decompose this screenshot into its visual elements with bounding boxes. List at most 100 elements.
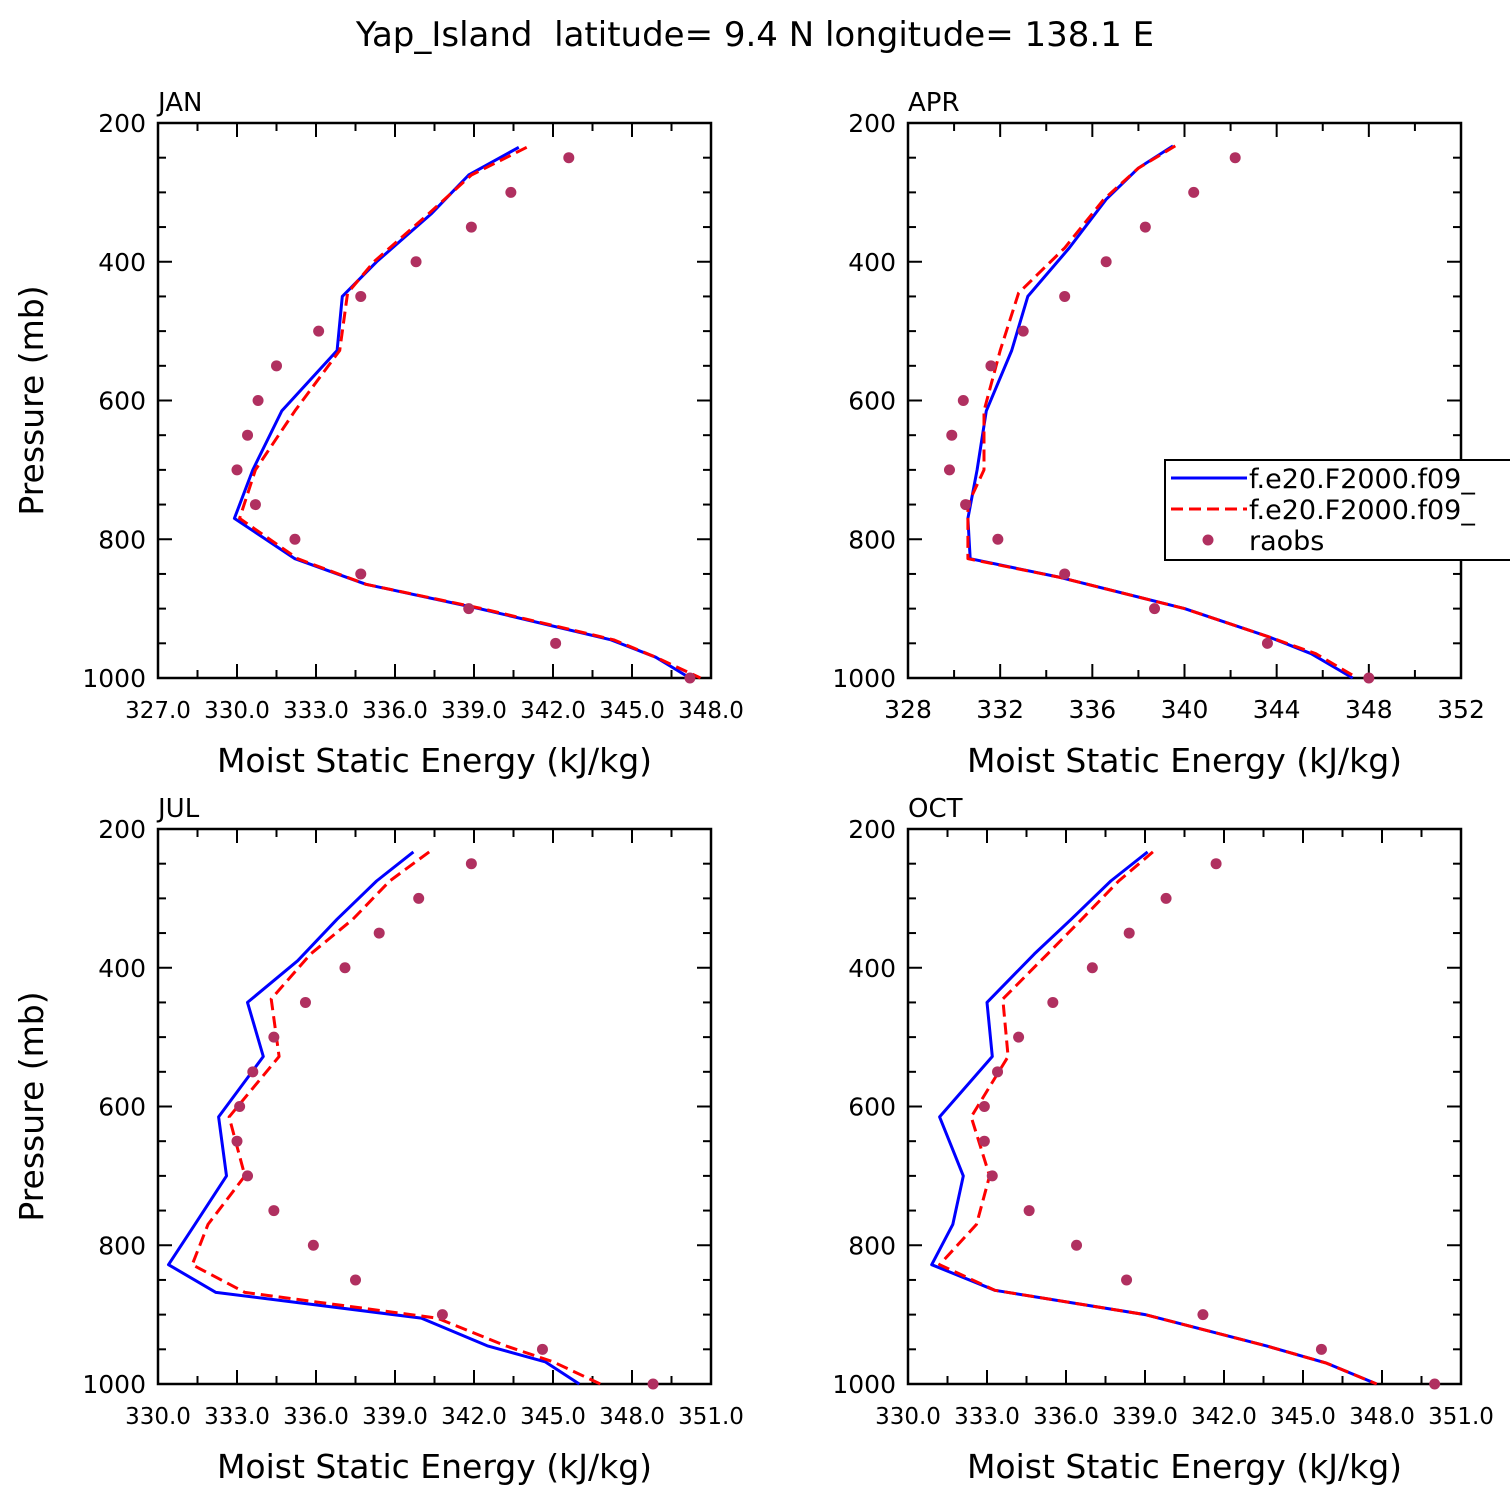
y-tick-label: 400	[848, 248, 896, 277]
raobs-point	[992, 1066, 1004, 1078]
x-tick-label: 330.0	[125, 1404, 191, 1430]
raobs-point	[1121, 1274, 1133, 1286]
y-tick-label: 200	[98, 815, 146, 844]
series-line-dashed	[966, 144, 1359, 680]
y-tick-label: 400	[848, 954, 896, 983]
series-line-solid	[232, 145, 691, 680]
raobs-point	[1047, 996, 1059, 1008]
raobs-point	[1363, 672, 1375, 684]
raobs-point	[413, 892, 425, 904]
raobs-point	[1261, 637, 1273, 649]
x-tick-label: 333.0	[283, 698, 349, 724]
raobs-point	[978, 1135, 990, 1147]
x-tick-label: 333.0	[954, 1404, 1020, 1430]
plot-frame	[906, 827, 1463, 1386]
raobs-point	[463, 603, 475, 615]
x-tick-label: 330.0	[875, 1404, 941, 1430]
raobs-point	[1100, 256, 1112, 268]
panel-label: APR	[908, 88, 960, 118]
x-axis-label: Moist Static Energy (kJ/kg)	[967, 1447, 1402, 1486]
x-tick-label: 348.0	[678, 698, 744, 724]
y-tick-label: 800	[848, 525, 896, 554]
series-line-dashed	[238, 145, 702, 680]
raobs-point	[960, 499, 972, 511]
panel-label: OCT	[908, 794, 963, 824]
figure-title: Yap_Island latitude= 9.4 N longitude= 13…	[355, 15, 1154, 55]
x-tick-label: 332	[976, 695, 1024, 724]
x-tick-label: 345.0	[1270, 1404, 1336, 1430]
legend-label: f.e20.F2000.f09_	[1249, 495, 1475, 526]
x-tick-label: 336.0	[283, 1404, 349, 1430]
raobs-point	[231, 1135, 243, 1147]
y-axis-label: Pressure (mb)	[12, 991, 51, 1221]
series-line-dashed	[938, 850, 1378, 1386]
y-tick-label: 1000	[832, 1370, 896, 1399]
x-tick-label: 336.0	[1033, 1404, 1099, 1430]
x-tick-label: 340	[1161, 695, 1209, 724]
plot-frame	[156, 121, 713, 680]
raobs-point	[1123, 927, 1135, 939]
y-tick-label: 200	[848, 109, 896, 138]
x-tick-label: 330.0	[204, 698, 270, 724]
y-tick-label: 600	[848, 387, 896, 416]
x-tick-label: 348.0	[599, 1404, 665, 1430]
raobs-point	[307, 1239, 319, 1251]
raobs-point	[313, 325, 325, 337]
x-tick-label: 342.0	[520, 698, 586, 724]
legend-label: raobs	[1249, 526, 1324, 557]
x-tick-label: 339.0	[1112, 1404, 1178, 1430]
raobs-point	[684, 672, 696, 684]
x-tick-label: 336	[1068, 695, 1116, 724]
raobs-point	[1059, 568, 1071, 580]
raobs-point	[271, 360, 282, 372]
series-line-dashed	[190, 850, 602, 1386]
raobs-point	[1229, 152, 1241, 164]
raobs-point	[289, 533, 301, 545]
y-tick-label: 400	[98, 954, 146, 983]
raobs-point	[550, 637, 562, 649]
legend: f.e20.F2000.f09_f.e20.F2000.f09_raobs	[1164, 459, 1510, 561]
legend-marker-raobs	[1202, 534, 1214, 546]
raobs-point	[373, 927, 385, 939]
x-tick-label: 327.0	[125, 698, 191, 724]
raobs-point	[1315, 1343, 1327, 1355]
x-tick-label: 345.0	[520, 1404, 586, 1430]
x-tick-label: 351.0	[678, 1404, 744, 1430]
raobs-point	[247, 1066, 259, 1078]
y-tick-label: 400	[98, 248, 146, 277]
raobs-point	[249, 499, 261, 511]
x-tick-label: 351.0	[1428, 1404, 1494, 1430]
raobs-point	[268, 1031, 280, 1043]
raobs-point	[1017, 325, 1029, 337]
raobs-point	[1210, 858, 1222, 870]
x-axis-label: Moist Static Energy (kJ/kg)	[217, 741, 652, 780]
panel-label: JAN	[156, 88, 202, 118]
raobs-point	[299, 996, 311, 1008]
raobs-point	[355, 290, 367, 302]
raobs-point	[946, 429, 958, 441]
raobs-point	[465, 221, 477, 233]
y-tick-label: 1000	[82, 664, 146, 693]
raobs-point	[410, 256, 422, 268]
raobs-point	[647, 1378, 659, 1390]
x-tick-label: 336.0	[362, 698, 428, 724]
raobs-point	[985, 360, 997, 372]
y-tick-label: 1000	[82, 1370, 146, 1399]
raobs-point	[234, 1101, 246, 1112]
raobs-point	[242, 429, 254, 441]
x-tick-label: 348	[1345, 695, 1393, 724]
raobs-point	[992, 533, 1004, 545]
x-tick-label: 348.0	[1349, 1404, 1415, 1430]
raobs-point	[355, 568, 367, 580]
raobs-point	[1059, 290, 1071, 302]
panel-label: JUL	[156, 794, 200, 824]
x-axis-label: Moist Static Energy (kJ/kg)	[967, 741, 1402, 780]
raobs-point	[1429, 1378, 1441, 1390]
raobs-point	[350, 1274, 361, 1286]
y-tick-label: 800	[98, 525, 146, 554]
x-tick-label: 328	[884, 695, 932, 724]
raobs-point	[1139, 221, 1151, 233]
x-tick-label: 342.0	[1191, 1404, 1257, 1430]
y-tick-label: 1000	[832, 664, 896, 693]
